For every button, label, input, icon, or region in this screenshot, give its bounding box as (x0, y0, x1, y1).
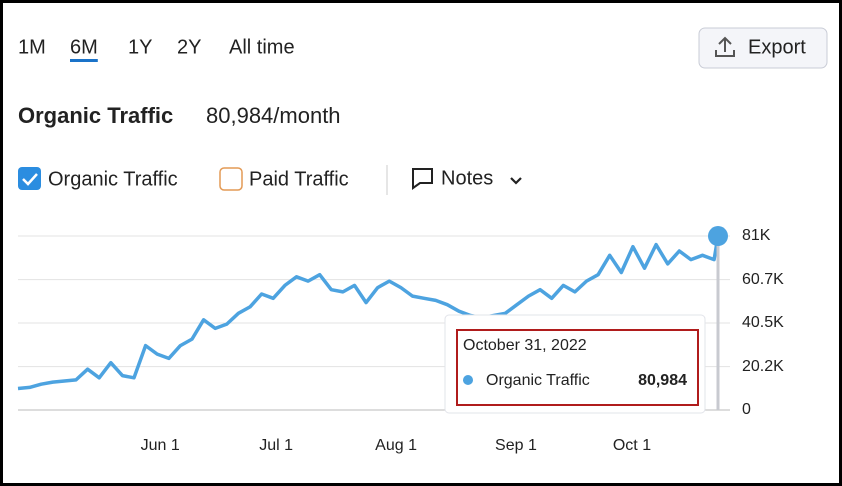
x-tick-label: Jun 1 (141, 437, 180, 454)
export-box[interactable] (698, 27, 828, 69)
tab-underline (70, 59, 98, 62)
tab[interactable]: 2Y (177, 36, 201, 58)
notes-chevron (510, 177, 522, 185)
series-line (17, 235, 720, 391)
tabs: 1M 6M 1Y 2Y All time (18, 36, 295, 62)
tab[interactable]: 6M (70, 36, 98, 58)
check-icon (22, 173, 38, 186)
tooltip-date: October 31, 2022 (463, 337, 587, 354)
paid-toggle[interactable]: Paid Traffic (249, 168, 349, 190)
tab[interactable]: 1M (18, 36, 46, 58)
export-button[interactable]: Export (698, 27, 828, 69)
tooltip-box (444, 314, 706, 414)
plot: 0 20.2K 40.5K 60.7K 81K Jun 1 Jul 1 Aug 1 Sep 1 O… (17, 226, 784, 454)
notes-toggle[interactable]: Notes (441, 167, 493, 189)
title: Organic Traffic (18, 103, 173, 128)
tooltip: October 31, 2022 Organic Traffic 80,984 (444, 314, 706, 414)
notes-icon (412, 168, 433, 190)
y-tick-label: 81K (742, 227, 771, 244)
x-tick-label: Oct 1 (613, 437, 651, 454)
x-tick-label: Sep 1 (495, 437, 537, 454)
title-value: 80,984/month (206, 103, 341, 128)
organic-checkbox[interactable] (18, 167, 41, 190)
tooltip-dot (463, 375, 473, 385)
export-label[interactable]: Export (748, 36, 806, 58)
x-tick-label: Aug 1 (375, 437, 417, 454)
tooltip-value: 80,984 (638, 372, 687, 389)
y-tick-label: 0 (742, 401, 751, 418)
tab[interactable]: 1Y (128, 36, 152, 58)
export-icon (715, 36, 735, 57)
tab[interactable]: All time (229, 36, 295, 58)
organic-toggle[interactable]: Organic Traffic (48, 168, 178, 190)
hover-point (708, 226, 728, 247)
y-tick-label: 40.5K (742, 314, 784, 331)
y-tick-label: 20.2K (742, 358, 784, 375)
tooltip-highlight (456, 329, 699, 406)
y-tick-label: 60.7K (742, 271, 784, 288)
tooltip-series: Organic Traffic (486, 372, 590, 389)
x-tick-label: Jul 1 (259, 437, 293, 454)
paid-checkbox[interactable] (219, 167, 243, 191)
